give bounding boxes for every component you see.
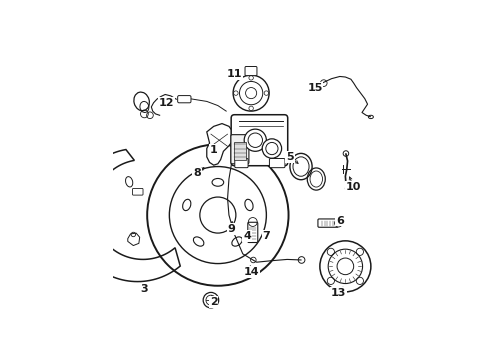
Text: 5: 5	[286, 152, 294, 162]
FancyBboxPatch shape	[178, 96, 191, 103]
Bar	[234, 142, 246, 160]
Text: 7: 7	[263, 231, 270, 241]
Text: 2: 2	[210, 297, 218, 307]
FancyBboxPatch shape	[245, 67, 257, 76]
Text: 14: 14	[244, 267, 259, 277]
FancyBboxPatch shape	[235, 158, 248, 168]
Circle shape	[320, 241, 371, 292]
Circle shape	[335, 219, 343, 227]
FancyBboxPatch shape	[231, 135, 249, 164]
Circle shape	[233, 75, 269, 111]
Polygon shape	[207, 123, 233, 165]
Text: 6: 6	[336, 216, 344, 226]
Text: 12: 12	[159, 98, 174, 108]
FancyBboxPatch shape	[231, 115, 288, 166]
Circle shape	[203, 292, 219, 308]
Text: 11: 11	[227, 69, 242, 79]
Text: 10: 10	[346, 183, 362, 192]
Text: 15: 15	[307, 82, 322, 93]
Text: 9: 9	[228, 224, 236, 234]
FancyBboxPatch shape	[318, 219, 338, 227]
Text: 13: 13	[331, 288, 346, 298]
Text: 8: 8	[193, 168, 201, 179]
Polygon shape	[71, 149, 180, 282]
Text: 4: 4	[243, 231, 251, 241]
Text: 1: 1	[210, 145, 218, 155]
FancyBboxPatch shape	[248, 222, 258, 243]
Text: 3: 3	[141, 284, 148, 293]
Circle shape	[262, 139, 282, 158]
FancyBboxPatch shape	[270, 158, 285, 168]
Circle shape	[244, 129, 267, 151]
